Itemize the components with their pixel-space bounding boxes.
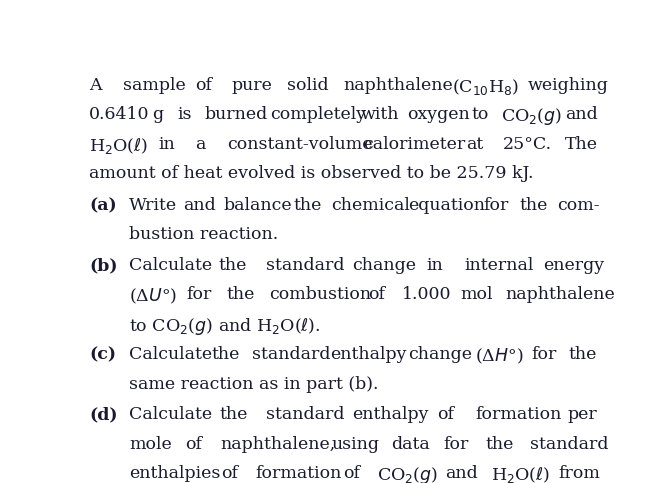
- Text: of: of: [195, 77, 212, 94]
- Text: 25°C.: 25°C.: [503, 136, 552, 153]
- Text: (Δ$U$°): (Δ$U$°): [129, 286, 178, 306]
- Text: using: using: [332, 436, 380, 453]
- Text: naphthalene: naphthalene: [343, 77, 453, 94]
- Text: change: change: [408, 346, 472, 363]
- Text: g: g: [152, 106, 163, 124]
- Text: of: of: [221, 465, 238, 482]
- Text: is: is: [177, 106, 192, 124]
- Text: of: of: [368, 286, 385, 303]
- Text: (d): (d): [89, 406, 117, 424]
- Text: 1.000: 1.000: [402, 286, 451, 303]
- Text: and: and: [565, 106, 598, 124]
- Text: mole: mole: [129, 436, 172, 453]
- Text: constant-volume: constant-volume: [227, 136, 373, 153]
- Text: standard: standard: [530, 436, 608, 453]
- Text: enthalpy: enthalpy: [331, 346, 407, 363]
- Text: standard: standard: [266, 257, 344, 274]
- Text: change: change: [351, 257, 416, 274]
- Text: of: of: [343, 465, 360, 482]
- Text: bustion reaction.: bustion reaction.: [129, 227, 278, 243]
- Text: the: the: [520, 197, 548, 214]
- Text: for: for: [444, 436, 469, 453]
- Text: (b): (b): [89, 257, 117, 274]
- Text: equation: equation: [408, 197, 485, 214]
- Text: completely: completely: [270, 106, 366, 124]
- Text: Write: Write: [129, 197, 178, 214]
- Text: data: data: [391, 436, 430, 453]
- Text: H$_2$O($\ell$): H$_2$O($\ell$): [89, 136, 149, 156]
- Text: com-: com-: [558, 197, 600, 214]
- Text: weighing: weighing: [528, 77, 609, 94]
- Text: and: and: [182, 197, 215, 214]
- Text: oxygen: oxygen: [407, 106, 469, 124]
- Text: pure: pure: [232, 77, 272, 94]
- Text: (C$_{10}$H$_8$): (C$_{10}$H$_8$): [452, 77, 519, 97]
- Text: CO$_2$($g$): CO$_2$($g$): [377, 465, 438, 483]
- Text: the: the: [485, 436, 514, 453]
- Text: amount of heat evolved is observed to be 25.79 kJ.: amount of heat evolved is observed to be…: [89, 165, 534, 182]
- Text: same reaction as in part (b).: same reaction as in part (b).: [129, 376, 379, 393]
- Text: for: for: [187, 286, 212, 303]
- Text: to CO$_2$($g$) and H$_2$O($\ell$).: to CO$_2$($g$) and H$_2$O($\ell$).: [129, 316, 321, 337]
- Text: energy: energy: [543, 257, 604, 274]
- Text: of: of: [437, 406, 454, 424]
- Text: Calculate: Calculate: [129, 346, 213, 363]
- Text: CO$_2$($g$): CO$_2$($g$): [501, 106, 563, 128]
- Text: the: the: [568, 346, 597, 363]
- Text: Calculate: Calculate: [129, 406, 213, 424]
- Text: a: a: [195, 136, 206, 153]
- Text: in: in: [426, 257, 443, 274]
- Text: formation: formation: [255, 465, 341, 482]
- Text: The: The: [565, 136, 598, 153]
- Text: 0.6410: 0.6410: [89, 106, 150, 124]
- Text: enthalpies: enthalpies: [129, 465, 221, 482]
- Text: standard: standard: [252, 346, 330, 363]
- Text: combustion: combustion: [269, 286, 371, 303]
- Text: naphthalene: naphthalene: [505, 286, 615, 303]
- Text: for: for: [484, 197, 509, 214]
- Text: from: from: [558, 465, 600, 482]
- Text: the: the: [219, 257, 247, 274]
- Text: to: to: [472, 106, 489, 124]
- Text: with: with: [361, 106, 399, 124]
- Text: calorimeter: calorimeter: [363, 136, 465, 153]
- Text: H$_2$O($\ell$): H$_2$O($\ell$): [491, 465, 550, 483]
- Text: (Δ$H$°): (Δ$H$°): [475, 346, 524, 366]
- Text: the: the: [227, 286, 255, 303]
- Text: solid: solid: [287, 77, 329, 94]
- Text: A: A: [89, 77, 101, 94]
- Text: standard: standard: [267, 406, 345, 424]
- Text: (c): (c): [89, 346, 116, 363]
- Text: enthalpy: enthalpy: [352, 406, 429, 424]
- Text: naphthalene,: naphthalene,: [220, 436, 335, 453]
- Text: (a): (a): [89, 197, 117, 214]
- Text: the: the: [219, 406, 247, 424]
- Text: the: the: [293, 197, 322, 214]
- Text: chemical: chemical: [331, 197, 410, 214]
- Text: mol: mol: [460, 286, 493, 303]
- Text: burned: burned: [205, 106, 268, 124]
- Text: the: the: [211, 346, 240, 363]
- Text: internal: internal: [464, 257, 534, 274]
- Text: and: and: [445, 465, 478, 482]
- Text: of: of: [185, 436, 202, 453]
- Text: sample: sample: [123, 77, 185, 94]
- Text: at: at: [466, 136, 483, 153]
- Text: for: for: [531, 346, 556, 363]
- Text: formation: formation: [475, 406, 562, 424]
- Text: per: per: [568, 406, 597, 424]
- Text: balance: balance: [224, 197, 292, 214]
- Text: Calculate: Calculate: [129, 257, 213, 274]
- Text: in: in: [158, 136, 175, 153]
